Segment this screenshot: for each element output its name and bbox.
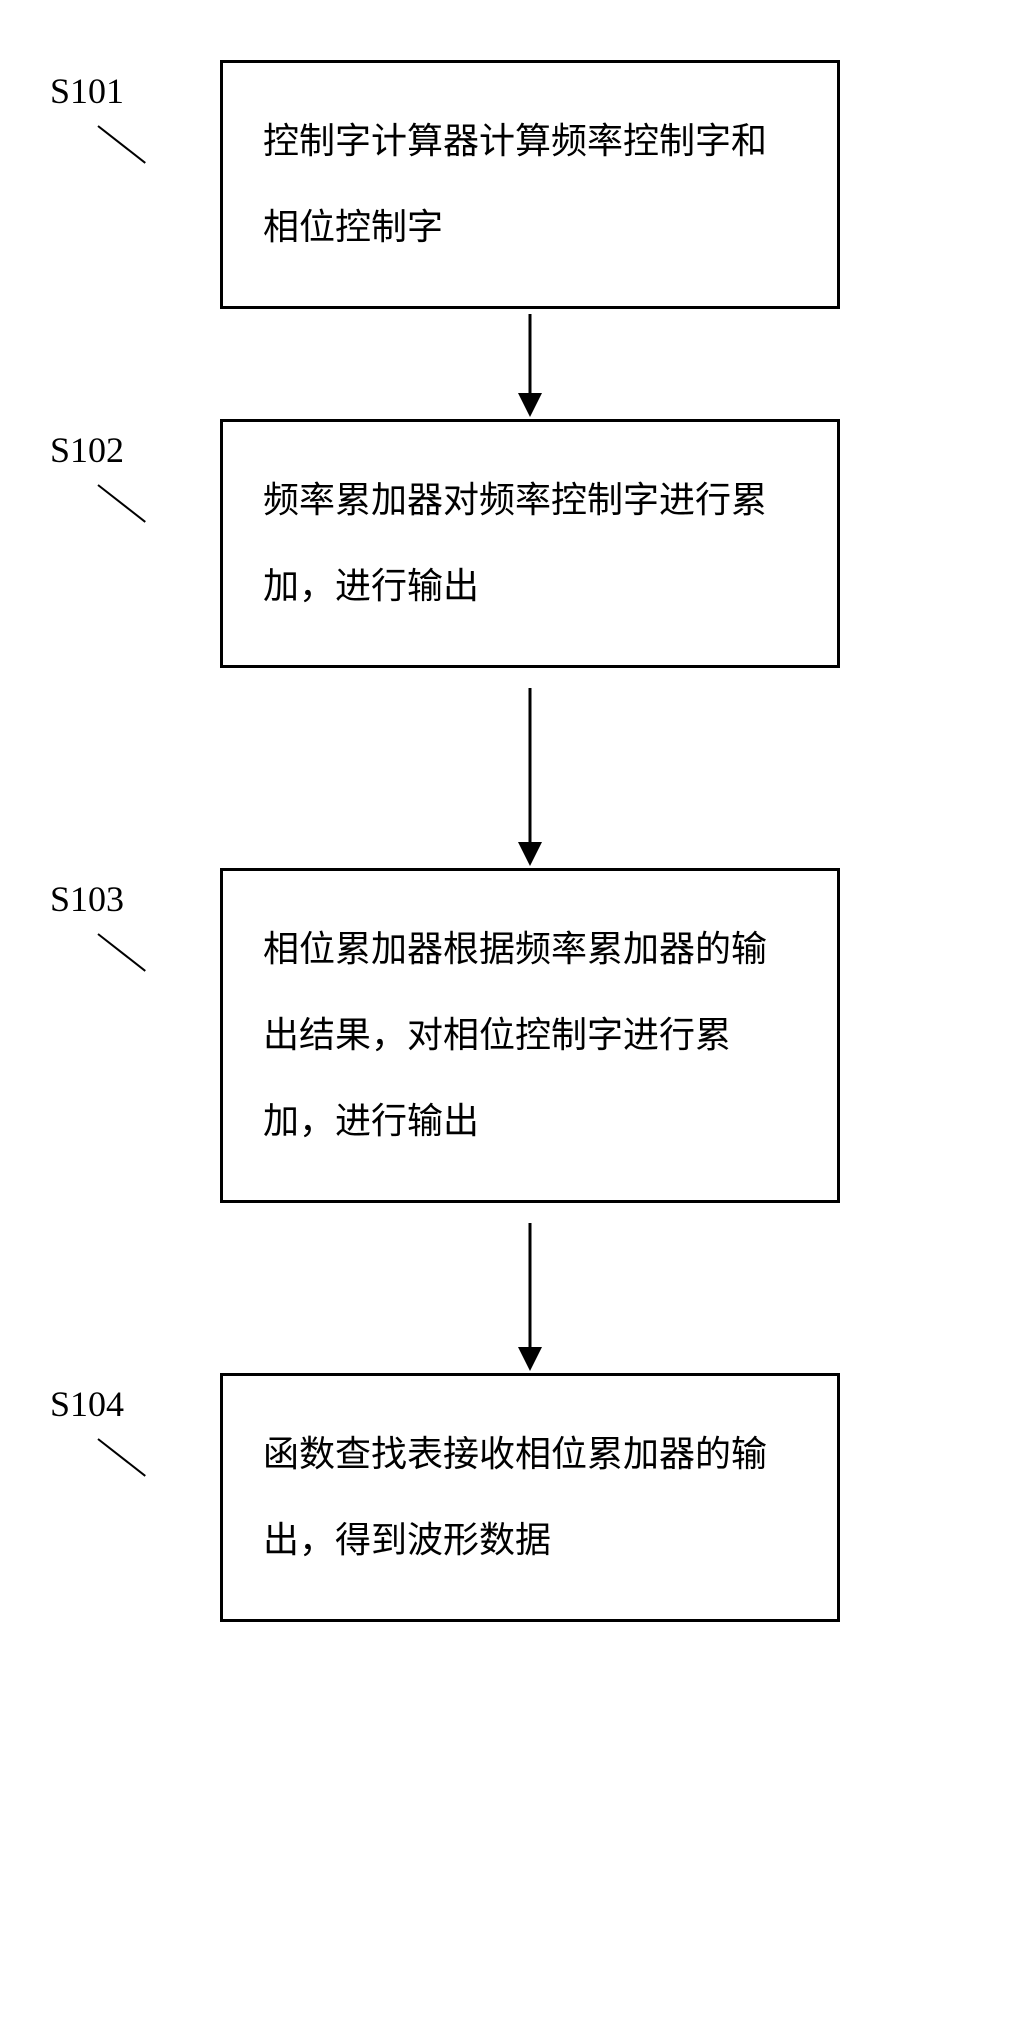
step-label: S104 xyxy=(50,1383,124,1425)
step-box: 频率累加器对频率控制字进行累加，进行输出 xyxy=(220,419,840,668)
step-box: 相位累加器根据频率累加器的输出结果，对相位控制字进行累加，进行输出 xyxy=(220,868,840,1203)
arrow-down-icon xyxy=(510,668,550,868)
step-label: S101 xyxy=(50,70,124,112)
arrow-down-icon xyxy=(510,1203,550,1373)
step-wrapper-4: S104 函数查找表接收相位累加器的输出，得到波形数据 xyxy=(150,1373,900,1622)
arrow-3 xyxy=(220,1203,840,1373)
arrow-down-icon xyxy=(510,309,550,419)
step-label: S102 xyxy=(50,429,124,471)
step-box: 控制字计算器计算频率控制字和相位控制字 xyxy=(220,60,840,309)
flowchart-container: S101 控制字计算器计算频率控制字和相位控制字 S102 频率累加器对频率控制… xyxy=(150,60,900,1622)
step-box: 函数查找表接收相位累加器的输出，得到波形数据 xyxy=(220,1373,840,1622)
step-wrapper-2: S102 频率累加器对频率控制字进行累加，进行输出 xyxy=(150,419,900,668)
step-wrapper-3: S103 相位累加器根据频率累加器的输出结果，对相位控制字进行累加，进行输出 xyxy=(150,868,900,1203)
arrow-2 xyxy=(220,668,840,868)
arrow-1 xyxy=(220,309,840,419)
step-wrapper-1: S101 控制字计算器计算频率控制字和相位控制字 xyxy=(150,60,900,309)
step-label: S103 xyxy=(50,878,124,920)
